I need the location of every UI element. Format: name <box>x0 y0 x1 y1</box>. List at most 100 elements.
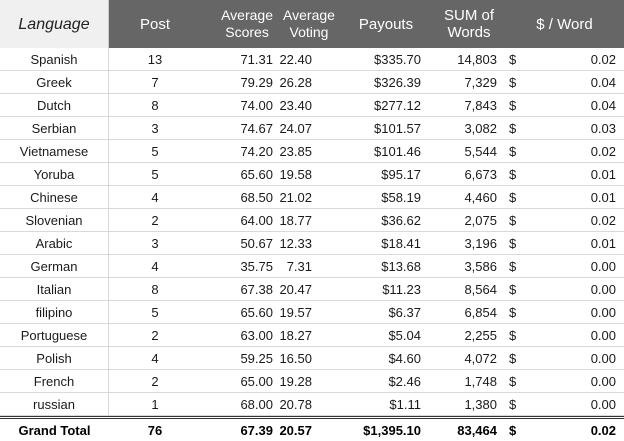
cell-average-voting[interactable]: 7.31 <box>286 258 312 274</box>
cell-average-voting[interactable]: 23.40 <box>279 97 312 113</box>
cell-language[interactable]: Vietnamese <box>0 140 109 162</box>
grand-total-ratio[interactable]: 0.02 <box>590 422 616 438</box>
cell-language[interactable]: French <box>0 370 109 392</box>
cell-payout[interactable]: $95.17 <box>381 166 421 182</box>
cell-dollar-per-word[interactable]: 0.00 <box>590 373 616 389</box>
cell-average-voting[interactable]: 16.50 <box>279 350 312 366</box>
cell-language[interactable]: filipino <box>0 301 109 323</box>
cell-average-score[interactable]: 74.20 <box>240 143 273 159</box>
cell-payout[interactable]: $101.46 <box>374 143 421 159</box>
cell-sum-of-words[interactable]: 3,082 <box>464 120 497 136</box>
cell-sum-of-words[interactable]: 2,075 <box>464 212 497 228</box>
cell-post[interactable]: 3 <box>151 235 159 251</box>
header-dollar-per-word[interactable]: $ / Word <box>505 0 624 48</box>
cell-sum-of-words[interactable]: 7,843 <box>464 97 497 113</box>
header-sum-of-words[interactable]: SUM of Words <box>433 0 505 48</box>
cell-average-voting[interactable]: 19.28 <box>279 373 312 389</box>
cell-average-score[interactable]: 35.75 <box>240 258 273 274</box>
cell-payout[interactable]: $1.11 <box>389 396 421 412</box>
cell-payout[interactable]: $4.60 <box>388 350 421 366</box>
cell-language[interactable]: Polish <box>0 347 109 369</box>
cell-language[interactable]: Italian <box>0 278 109 300</box>
cell-dollar-per-word[interactable]: 0.01 <box>590 235 616 251</box>
cell-dollar-per-word[interactable]: 0.03 <box>590 120 616 136</box>
cell-sum-of-words[interactable]: 3,196 <box>464 235 497 251</box>
cell-language[interactable]: Arabic <box>0 232 109 254</box>
cell-dollar-per-word[interactable]: 0.00 <box>590 304 616 320</box>
cell-dollar-per-word[interactable]: 0.01 <box>590 189 616 205</box>
cell-average-score[interactable]: 65.60 <box>240 166 273 182</box>
cell-dollar-per-word[interactable]: 0.00 <box>590 327 616 343</box>
cell-post[interactable]: 4 <box>151 258 159 274</box>
cell-average-score[interactable]: 50.67 <box>240 235 273 251</box>
cell-payout[interactable]: $5.04 <box>388 327 421 343</box>
cell-language[interactable]: Serbian <box>0 117 109 139</box>
cell-payout[interactable]: $2.46 <box>388 373 421 389</box>
header-language[interactable]: Language <box>0 0 109 48</box>
cell-language[interactable]: Dutch <box>0 94 109 116</box>
cell-dollar-per-word[interactable]: 0.00 <box>590 350 616 366</box>
cell-sum-of-words[interactable]: 4,460 <box>464 189 497 205</box>
cell-average-score[interactable]: 68.50 <box>240 189 273 205</box>
cell-post[interactable]: 1 <box>151 396 159 412</box>
cell-average-score[interactable]: 64.00 <box>240 212 273 228</box>
grand-total-label[interactable]: Grand Total <box>18 422 91 438</box>
cell-average-score[interactable]: 63.00 <box>240 327 273 343</box>
cell-language[interactable]: Slovenian <box>0 209 109 231</box>
cell-language[interactable]: Greek <box>0 71 109 93</box>
cell-payout[interactable]: $11.23 <box>382 281 421 297</box>
cell-average-voting[interactable]: 20.78 <box>279 396 312 412</box>
grand-total-score[interactable]: 67.39 <box>240 422 273 438</box>
header-payouts[interactable]: Payouts <box>339 0 433 48</box>
cell-post[interactable]: 4 <box>151 189 159 205</box>
cell-post[interactable]: 2 <box>151 327 159 343</box>
cell-payout[interactable]: $58.19 <box>381 189 421 205</box>
cell-post[interactable]: 13 <box>147 51 163 67</box>
cell-average-score[interactable]: 79.29 <box>240 74 273 90</box>
cell-language[interactable]: German <box>0 255 109 277</box>
cell-post[interactable]: 7 <box>151 74 159 90</box>
cell-dollar-per-word[interactable]: 0.02 <box>590 51 616 67</box>
cell-average-voting[interactable]: 20.47 <box>279 281 312 297</box>
cell-payout[interactable]: $18.41 <box>381 235 421 251</box>
cell-language[interactable]: Chinese <box>0 186 109 208</box>
cell-sum-of-words[interactable]: 7,329 <box>464 74 497 90</box>
cell-dollar-per-word[interactable]: 0.00 <box>590 281 616 297</box>
cell-average-voting[interactable]: 23.85 <box>279 143 312 159</box>
cell-average-voting[interactable]: 21.02 <box>279 189 312 205</box>
cell-dollar-per-word[interactable]: 0.04 <box>590 74 616 90</box>
cell-dollar-per-word[interactable]: 0.00 <box>590 258 616 274</box>
cell-post[interactable]: 8 <box>151 281 159 297</box>
cell-average-score[interactable]: 68.00 <box>240 396 273 412</box>
cell-payout[interactable]: $335.70 <box>374 51 421 67</box>
cell-average-voting[interactable]: 12.33 <box>279 235 312 251</box>
cell-sum-of-words[interactable]: 1,748 <box>464 373 497 389</box>
cell-sum-of-words[interactable]: 3,586 <box>464 258 497 274</box>
cell-average-score[interactable]: 59.25 <box>240 350 273 366</box>
cell-language[interactable]: Yoruba <box>0 163 109 185</box>
header-average-voting[interactable]: Average Voting <box>279 0 339 48</box>
cell-average-voting[interactable]: 18.27 <box>279 327 312 343</box>
cell-average-score[interactable]: 65.60 <box>240 304 273 320</box>
cell-dollar-per-word[interactable]: 0.01 <box>590 166 616 182</box>
header-post[interactable]: Post <box>109 0 201 48</box>
cell-sum-of-words[interactable]: 8,564 <box>464 281 497 297</box>
cell-post[interactable]: 2 <box>151 212 159 228</box>
cell-average-voting[interactable]: 18.77 <box>279 212 312 228</box>
cell-payout[interactable]: $101.57 <box>374 120 421 136</box>
cell-dollar-per-word[interactable]: 0.02 <box>590 143 616 159</box>
cell-post[interactable]: 5 <box>151 304 159 320</box>
cell-sum-of-words[interactable]: 5,544 <box>464 143 497 159</box>
cell-post[interactable]: 2 <box>151 373 159 389</box>
cell-post[interactable]: 4 <box>151 350 159 366</box>
cell-average-score[interactable]: 74.00 <box>240 97 273 113</box>
cell-average-voting[interactable]: 22.40 <box>279 51 312 67</box>
grand-total-post[interactable]: 76 <box>147 422 163 438</box>
cell-sum-of-words[interactable]: 2,255 <box>464 327 497 343</box>
cell-post[interactable]: 8 <box>151 97 159 113</box>
cell-average-score[interactable]: 71.31 <box>240 51 273 67</box>
cell-sum-of-words[interactable]: 4,072 <box>464 350 497 366</box>
cell-payout[interactable]: $326.39 <box>374 74 421 90</box>
cell-average-score[interactable]: 67.38 <box>240 281 273 297</box>
grand-total-words[interactable]: 83,464 <box>457 422 497 438</box>
